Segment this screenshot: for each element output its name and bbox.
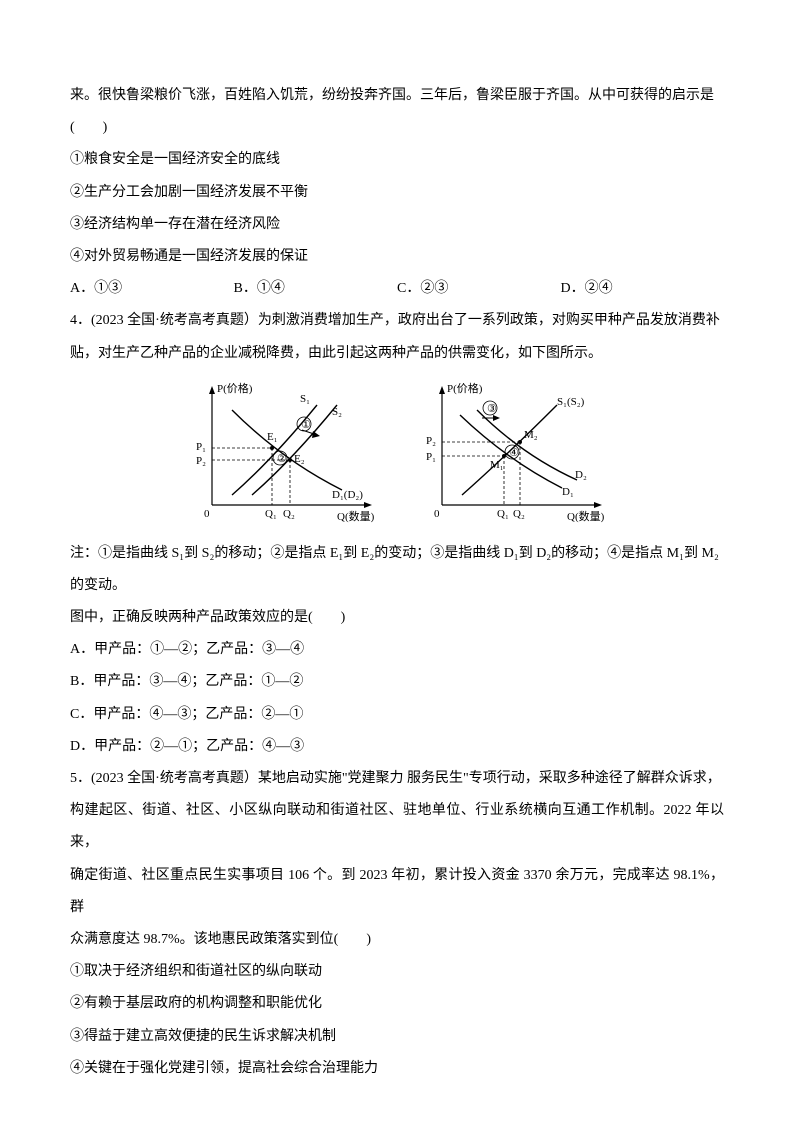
svg-text:③: ③	[487, 403, 497, 415]
q5-opt2: ②有赖于基层政府的机构调整和职能优化	[70, 988, 724, 1020]
svg-text:D₂: D₂	[575, 469, 587, 481]
q4-option-c: C．甲产品：④—③；乙产品：②—①	[70, 699, 724, 731]
q3-option-c: C．②③	[397, 273, 561, 305]
q5-line2: 构建起区、街道、社区、小区纵向联动和街道社区、驻地单位、行业系统横向互通工作机制…	[70, 795, 724, 859]
svg-text:P₂: P₂	[426, 435, 436, 447]
svg-text:0: 0	[204, 508, 210, 520]
q3-cont-line1: 来。很快鲁梁粮价飞涨，百姓陷入饥荒，纷纷投奔齐国。三年后，鲁梁臣服于齐国。从中可…	[70, 80, 724, 112]
svg-text:0: 0	[434, 508, 440, 520]
q3-opt3: ③经济结构单一存在潜在经济风险	[70, 209, 724, 241]
q5-line1: 5．(2023 全国·统考高考真题）某地启动实施"党建聚力 服务民生"专项行动，…	[70, 763, 724, 795]
q4-option-d: D．甲产品：②—①；乙产品：④—③	[70, 731, 724, 763]
svg-text:S₁(S₂): S₁(S₂)	[557, 396, 585, 408]
q5-opt3: ③得益于建立高效便捷的民生诉求解决机制	[70, 1021, 724, 1053]
q4-option-a: A．甲产品：①—②；乙产品：③—④	[70, 634, 724, 666]
q3-opt2: ②生产分工会加剧一国经济发展不平衡	[70, 177, 724, 209]
q5-opt1: ①取决于经济组织和街道社区的纵向联动	[70, 956, 724, 988]
svg-text:P₂: P₂	[196, 455, 206, 467]
q4-ask: 图中，正确反映两种产品政策效应的是( )	[70, 602, 724, 634]
svg-text:D₁: D₁	[562, 486, 574, 498]
q4-chart-right: P(价格) Q(数量) 0 S₁(S₂) D₁ D₂ ③ M₁ M₂	[412, 380, 612, 530]
svg-text:Q₂: Q₂	[513, 508, 525, 520]
svg-text:E₂: E₂	[294, 453, 305, 465]
q3-option-b: B．①④	[234, 273, 398, 305]
svg-text:Q(数量): Q(数量)	[567, 510, 605, 523]
q4-note1: 注：①是指曲线 S₁到 S₂的移动；②是指点 E₁到 E₂的变动；③是指曲线 D…	[70, 538, 724, 570]
svg-text:S₂: S₂	[332, 406, 342, 418]
svg-text:E₁: E₁	[267, 431, 278, 443]
svg-text:M₂: M₂	[524, 429, 538, 441]
svg-text:①: ①	[301, 419, 311, 431]
q4-chart-left: P(价格) Q(数量) 0 S₁ S₂ ① D₁(D₂) E₁ E₂	[182, 380, 382, 530]
q3-option-d: D．②④	[561, 273, 725, 305]
q4-stem-1: 4．(2023 全国·统考高考真题）为刺激消费增加生产，政府出台了一系列政策，对…	[70, 305, 724, 337]
q5-line3: 确定街道、社区重点民生实事项目 106 个。到 2023 年初，累计投入资金 3…	[70, 860, 724, 924]
q4-note2: 的变动。	[70, 570, 724, 602]
svg-text:D₁(D₂): D₁(D₂)	[332, 489, 363, 501]
q4-stem-2: 贴，对生产乙种产品的企业减税降费，由此引起这两种产品的供需变化，如下图所示。	[70, 338, 724, 370]
q3-opt1: ①粮食安全是一国经济安全的底线	[70, 144, 724, 176]
q3-options-row: A．①③ B．①④ C．②③ D．②④	[70, 273, 724, 305]
q3-option-a: A．①③	[70, 273, 234, 305]
svg-text:P(价格): P(价格)	[217, 381, 253, 395]
svg-text:④: ④	[509, 447, 519, 459]
svg-text:Q₁: Q₁	[497, 508, 509, 520]
svg-text:M₁: M₁	[490, 459, 504, 471]
svg-text:P₁: P₁	[196, 441, 206, 453]
svg-text:P(价格): P(价格)	[447, 381, 483, 395]
q3-cont-line2: ( )	[70, 112, 724, 144]
q4-charts-container: P(价格) Q(数量) 0 S₁ S₂ ① D₁(D₂) E₁ E₂	[70, 380, 724, 530]
svg-text:P₁: P₁	[426, 451, 436, 463]
q3-opt4: ④对外贸易畅通是一国经济发展的保证	[70, 241, 724, 273]
svg-text:Q₂: Q₂	[283, 508, 295, 520]
svg-text:Q₁: Q₁	[265, 508, 277, 520]
q5-line4: 众满意度达 98.7%。该地惠民政策落实到位( )	[70, 924, 724, 956]
svg-text:Q(数量): Q(数量)	[337, 510, 375, 523]
svg-text:S₁: S₁	[300, 393, 310, 405]
q5-opt4: ④关键在于强化党建引领，提高社会综合治理能力	[70, 1053, 724, 1085]
q4-option-b: B．甲产品：③—④；乙产品：①—②	[70, 666, 724, 698]
svg-text:②: ②	[277, 453, 287, 465]
